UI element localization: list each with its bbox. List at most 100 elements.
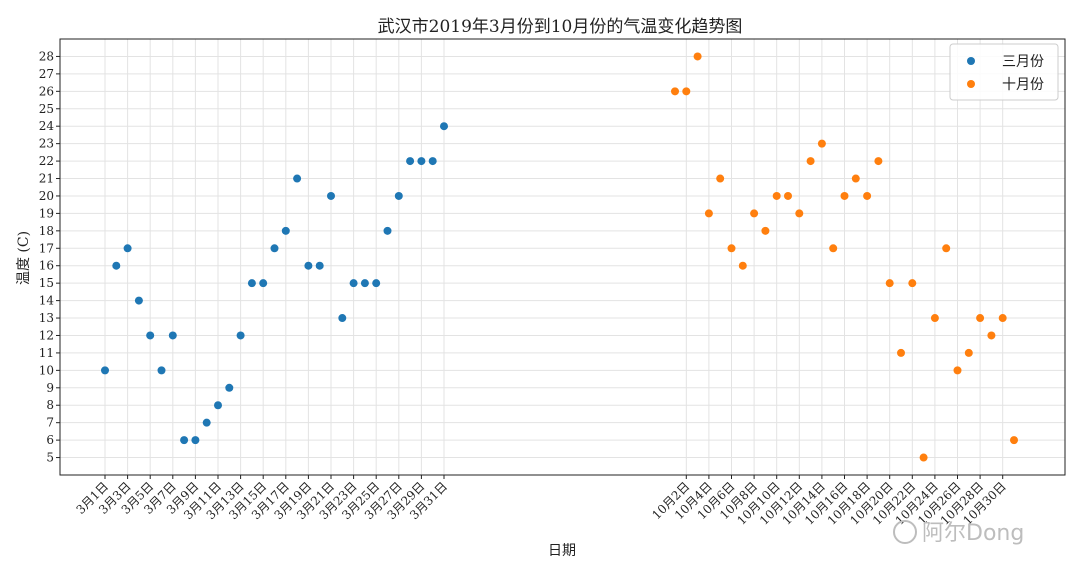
- grid: [60, 39, 1065, 475]
- point-october: [704, 209, 713, 218]
- plot-frame: [59, 38, 1066, 476]
- point-october: [829, 244, 838, 253]
- point-october: [716, 174, 725, 183]
- y-tick-label: 5: [46, 451, 54, 465]
- x-axis-label: 日期: [548, 543, 576, 559]
- y-tick-label: 8: [46, 398, 54, 412]
- point-march: [146, 331, 155, 340]
- point-march: [304, 261, 313, 270]
- point-october: [1010, 436, 1018, 445]
- point-march: [259, 279, 268, 288]
- y-tick-label: 18: [39, 224, 54, 238]
- y-tick-label: 22: [39, 154, 54, 168]
- point-october: [840, 191, 849, 200]
- point-october: [817, 139, 826, 148]
- point-march: [281, 226, 290, 235]
- y-tick-label: 26: [39, 84, 54, 98]
- point-october: [908, 279, 917, 288]
- point-march: [202, 418, 211, 427]
- point-october: [919, 453, 928, 462]
- wechat-icon: [893, 520, 917, 544]
- point-march: [406, 157, 415, 166]
- point-october: [953, 366, 962, 375]
- point-march: [327, 191, 335, 200]
- point-october: [738, 261, 747, 270]
- y-tick-label: 12: [39, 328, 54, 342]
- watermark: 阿尔Dong: [893, 520, 1024, 546]
- y-tick-label: 19: [39, 206, 54, 220]
- point-march: [157, 366, 166, 375]
- legend-marker-march: [967, 57, 975, 65]
- y-tick-label: 25: [39, 102, 54, 116]
- point-march: [394, 191, 403, 200]
- point-march: [134, 296, 143, 305]
- y-tick-label: 21: [39, 172, 54, 186]
- point-march: [214, 401, 222, 410]
- point-october: [851, 174, 860, 183]
- point-october: [795, 209, 804, 218]
- legend: 三月份 十月份: [949, 43, 1059, 101]
- legend-label-october: 十月份: [1002, 77, 1044, 93]
- point-october: [682, 87, 691, 96]
- legend-marker-october: [967, 80, 975, 88]
- y-tick-label: 10: [39, 363, 54, 377]
- y-tick-label: 11: [39, 346, 54, 360]
- point-october: [863, 191, 872, 200]
- y-tick-label: 9: [46, 381, 54, 395]
- point-october: [671, 87, 679, 96]
- watermark-text: 阿尔Dong: [922, 521, 1024, 546]
- y-tick-label: 16: [39, 259, 54, 273]
- point-october: [897, 348, 905, 357]
- point-march: [191, 436, 200, 445]
- point-october: [806, 157, 815, 166]
- point-march: [101, 366, 109, 375]
- point-october: [761, 226, 770, 235]
- point-october: [750, 209, 759, 218]
- y-tick-label: 7: [46, 416, 54, 430]
- point-march: [112, 261, 121, 270]
- point-october: [942, 244, 951, 253]
- y-tick-label: 17: [39, 241, 54, 255]
- y-tick-label: 28: [39, 49, 54, 63]
- point-march: [315, 261, 324, 270]
- point-march: [383, 226, 392, 235]
- point-march: [180, 436, 189, 445]
- point-march: [360, 279, 369, 288]
- point-march: [225, 383, 234, 392]
- x-axis: 3月1日3月3日3月5日3月7日3月9日3月11日3月13日3月15日3月17日…: [73, 475, 1009, 528]
- point-march: [349, 279, 358, 288]
- legend-box: [949, 43, 1059, 101]
- point-march: [293, 174, 302, 183]
- point-october: [693, 52, 702, 61]
- legend-label-march: 三月份: [1002, 54, 1044, 70]
- point-october: [976, 314, 985, 323]
- chart-title: 武汉市2019年3月份到10月份的气温变化趋势图: [378, 17, 743, 37]
- point-march: [338, 314, 347, 323]
- y-axis: 5 6 7 8 9 10 11 12 13 14 15 16 17 18 19 20 21 22 23 24 25 26 2…: [39, 49, 60, 465]
- point-march: [168, 331, 177, 340]
- y-tick-label: 23: [39, 137, 54, 151]
- point-march: [428, 157, 437, 166]
- point-october: [930, 314, 939, 323]
- y-tick-label: 6: [46, 433, 54, 447]
- y-tick-label: 15: [39, 276, 54, 290]
- y-tick-label: 27: [39, 67, 54, 81]
- point-october: [874, 157, 883, 166]
- point-october: [772, 191, 781, 200]
- data-points: [101, 52, 1018, 462]
- point-october: [987, 331, 996, 340]
- point-october: [885, 279, 894, 288]
- y-tick-label: 13: [39, 311, 54, 325]
- point-october: [964, 348, 973, 357]
- point-march: [236, 331, 245, 340]
- point-march: [247, 279, 256, 288]
- y-tick-label: 20: [39, 189, 54, 203]
- point-october: [727, 244, 736, 253]
- y-axis-label: 温度 (C): [16, 231, 32, 285]
- point-october: [998, 314, 1007, 323]
- point-october: [784, 191, 792, 200]
- point-march: [270, 244, 279, 253]
- y-tick-label: 14: [39, 294, 55, 308]
- y-tick-label: 24: [39, 119, 55, 133]
